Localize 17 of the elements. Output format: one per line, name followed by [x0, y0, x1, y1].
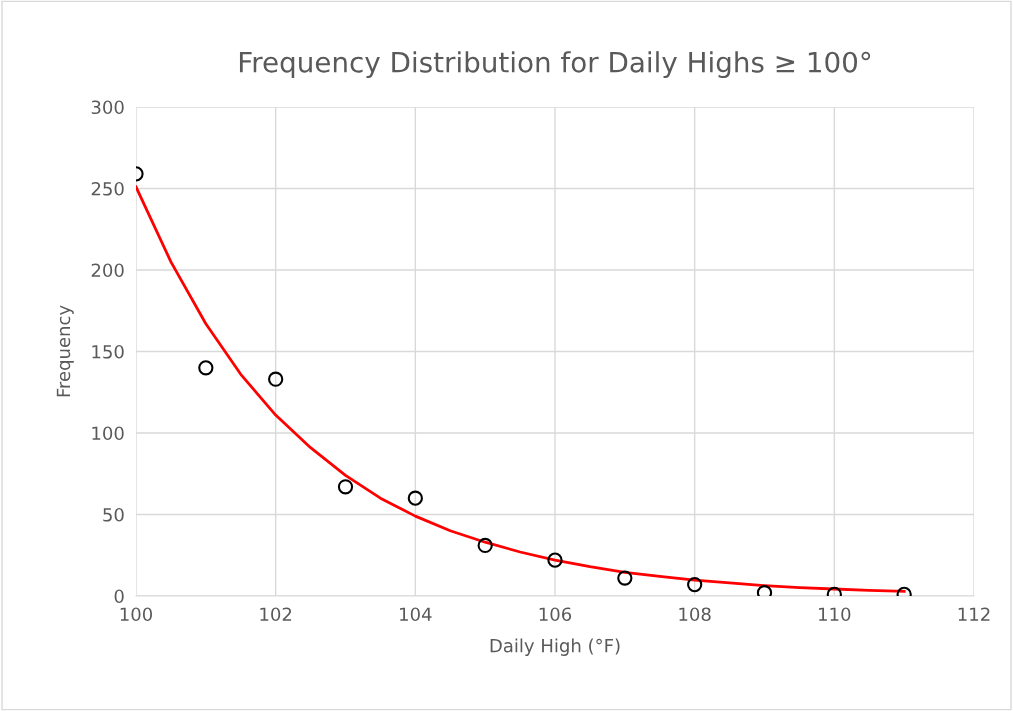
y-tick-label: 300 — [91, 100, 124, 115]
x-tick-label: 100 — [120, 607, 153, 622]
y-tick-label: 0 — [114, 589, 124, 604]
x-tick-label: 106 — [539, 607, 572, 622]
chart-title: Frequency Distribution for Daily Highs ≥ 100° — [239, 51, 871, 79]
y-tick-label: 200 — [91, 263, 124, 278]
x-tick-label: 108 — [679, 607, 711, 622]
y-tick-label: 150 — [92, 344, 124, 359]
x-tick-label: 102 — [260, 607, 292, 622]
y-tick-label: 50 — [103, 507, 124, 522]
x-tick-label: 112 — [958, 607, 990, 621]
y-tick-label: 250 — [91, 181, 124, 196]
y-axis-title: Frequency — [56, 305, 74, 397]
x-axis-title: Daily High (°F) — [490, 638, 620, 656]
y-tick-label: 100 — [92, 426, 124, 441]
x-tick-label: 110 — [819, 607, 851, 622]
x-tick-label: 104 — [400, 607, 432, 622]
